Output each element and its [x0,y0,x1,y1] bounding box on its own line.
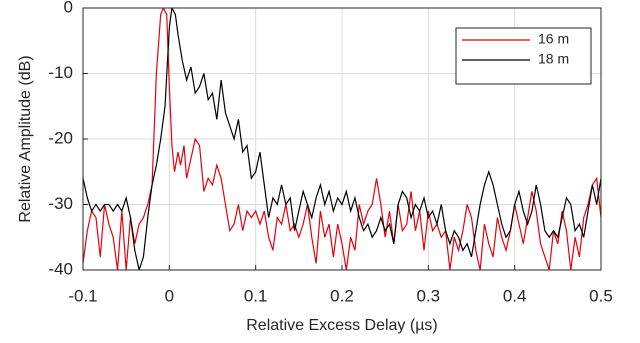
x-tick-label: 0.4 [503,286,527,305]
x-tick-label: 0.5 [589,286,613,305]
y-tick-label: -20 [48,128,73,147]
y-tick-label: -30 [48,194,73,213]
y-tick-label: 0 [64,0,73,16]
legend: 16 m 18 m [455,27,592,85]
y-axis-label: Relative Amplitude (dB) [17,55,34,222]
x-tick-label: 0 [165,286,174,305]
x-tick-label: -0.1 [68,286,97,305]
legend-label: 16 m [538,31,569,47]
y-tick-label: -40 [48,259,73,278]
series-line [83,8,601,270]
x-tick-label: 0.1 [244,286,268,305]
x-axis-label: Relative Excess Delay (µs) [246,317,438,334]
x-tick-label: 0.2 [330,286,354,305]
legend-label: 18 m [538,51,569,67]
legend-box [455,27,592,85]
x-tick-label: 0.3 [417,286,441,305]
y-tick-label: -10 [48,63,73,82]
lines [83,8,601,270]
